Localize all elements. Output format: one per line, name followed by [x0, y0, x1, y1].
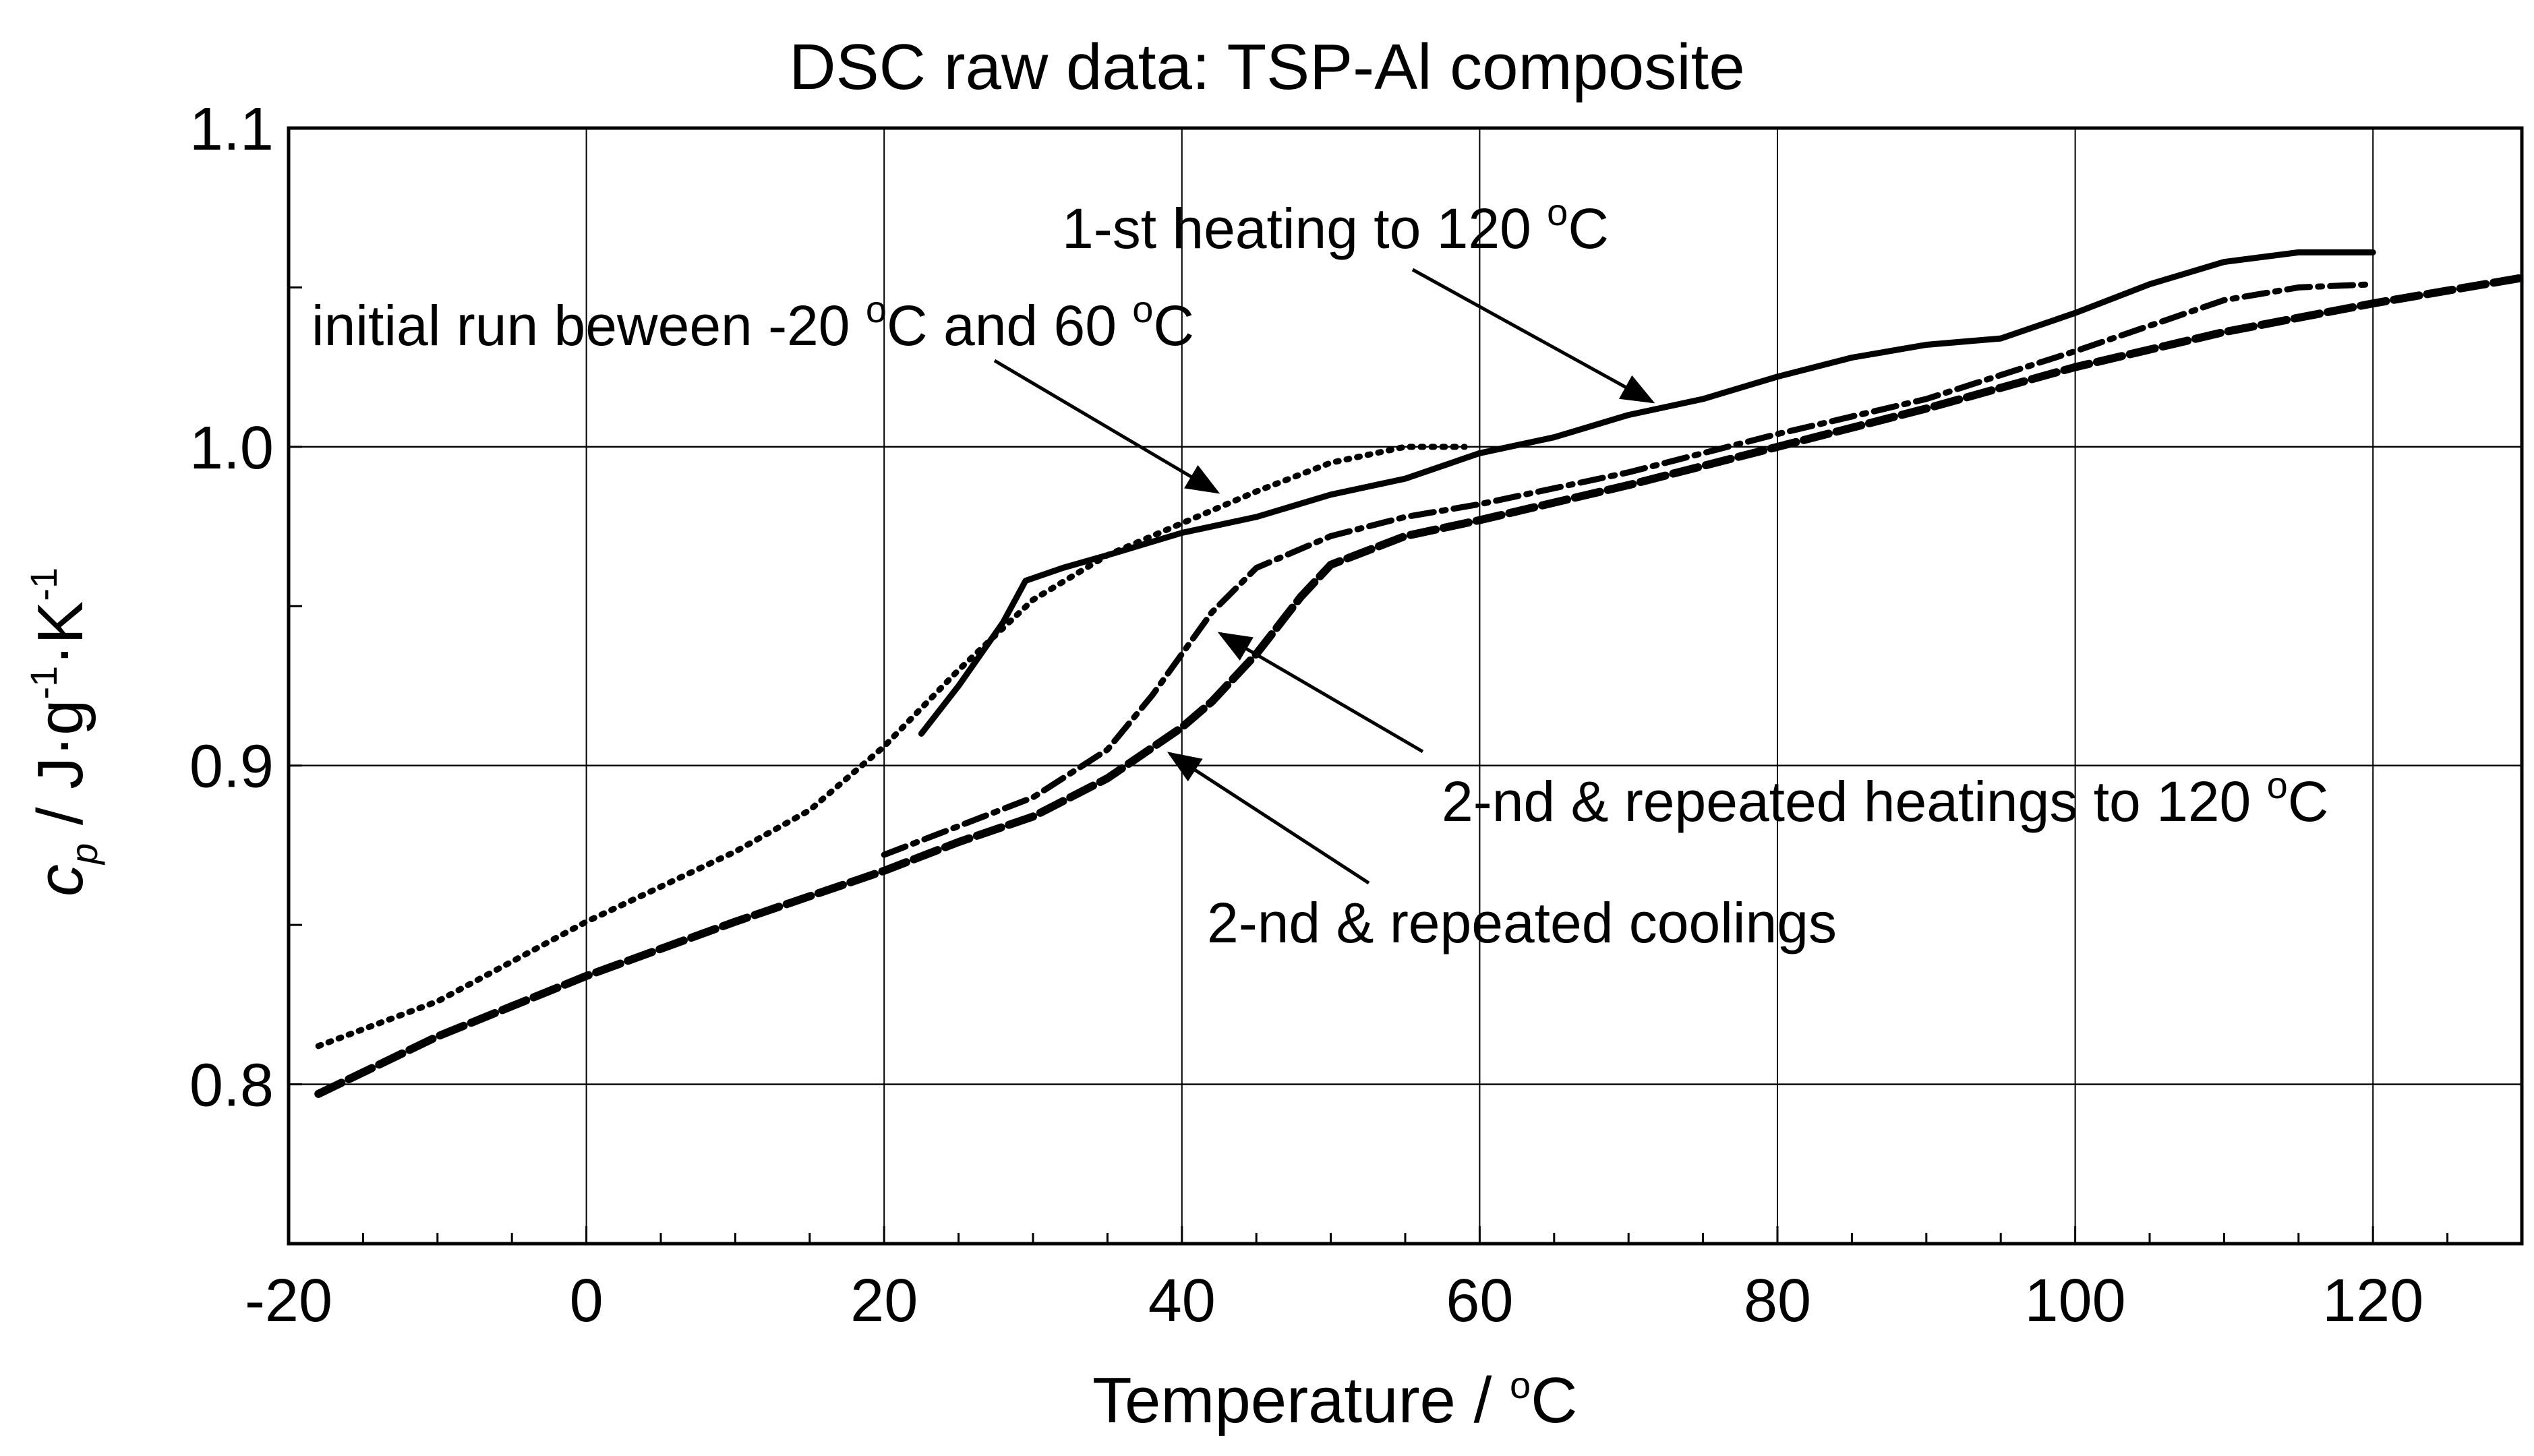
series-line-2 — [881, 281, 2376, 858]
x-tick-labels: -20 0 20 40 60 80 100 120 — [245, 1267, 2423, 1335]
y-axis-title-symbol: c — [24, 864, 96, 897]
x-tick-label: 60 — [1446, 1267, 1513, 1335]
x-tick-label: 120 — [2322, 1267, 2423, 1335]
x-axis-title-degree: o — [1510, 1364, 1531, 1406]
series-layer — [314, 249, 2526, 1098]
arrow-repeated-coolings — [1167, 752, 1370, 885]
annotation-first-heating-text: 1-st heating to 120 — [1062, 197, 1547, 260]
chart-title: DSC raw data: TSP-Al composite — [789, 31, 1744, 103]
annotation-initial-run: initial run beween -20 oC and 60 oC — [312, 288, 1194, 357]
y-tick-label: 0.8 — [189, 1052, 274, 1120]
y-tick-label: 1.0 — [189, 415, 274, 482]
annotation-repeated-heatings: 2-nd & repeated heatings to 120 oC — [1442, 764, 2328, 833]
minor-ticks — [287, 127, 2523, 1245]
annotation-repeated-heatings-unit: C — [2288, 770, 2329, 833]
y-axis-title: cp / J·g-1·K-1 — [22, 568, 105, 897]
annotation-initial-run-degree2: o — [1132, 288, 1153, 330]
x-tick-label: -20 — [245, 1267, 332, 1335]
y-tick-label: 1.1 — [189, 96, 274, 163]
x-tick-label: 0 — [570, 1267, 603, 1335]
x-axis-title-unit: C — [1531, 1364, 1577, 1436]
x-tick-label: 40 — [1148, 1267, 1216, 1335]
x-tick-label: 100 — [2025, 1267, 2126, 1335]
plot-frame — [287, 126, 2524, 1246]
annotation-repeated-coolings: 2-nd & repeated coolings — [1207, 891, 1837, 954]
annotation-first-heating-unit: C — [1568, 197, 1609, 260]
x-axis-title: Temperature / oC — [1092, 1364, 1577, 1436]
x-tick-label: 80 — [1744, 1267, 1811, 1335]
annotation-repeated-heatings-degree: o — [2267, 764, 2288, 806]
arrow-initial-run — [993, 359, 1220, 494]
series-line-3 — [314, 274, 2526, 1098]
y-tick-label: 0.9 — [189, 733, 274, 801]
series-line-1 — [918, 249, 2376, 737]
annotation-repeated-heatings-text: 2-nd & repeated heatings to 120 — [1442, 770, 2267, 833]
annotation-initial-run-mid: C and 60 — [887, 294, 1132, 357]
x-axis-title-main: Temperature / — [1092, 1364, 1510, 1436]
y-axis-title-units: / J·g — [24, 699, 96, 843]
annotation-initial-run-unit: C — [1153, 294, 1194, 357]
y-axis-title-subscript: p — [63, 843, 105, 866]
series-line-0 — [315, 444, 1468, 1050]
annotation-initial-run-degree1: o — [866, 288, 887, 330]
annotation-arrows — [993, 268, 1655, 885]
annotation-first-heating-degree: o — [1547, 191, 1568, 233]
x-tick-label: 20 — [850, 1267, 918, 1335]
y-tick-labels: 0.8 0.9 1.0 1.1 — [189, 96, 274, 1120]
y-axis-title-exp2: -1 — [22, 568, 65, 601]
y-axis-title-exp1: -1 — [22, 666, 65, 700]
y-axis-title-mid: ·K — [24, 601, 96, 666]
annotation-first-heating: 1-st heating to 120 oC — [1062, 191, 1609, 260]
arrow-first-heating — [1411, 268, 1655, 404]
annotation-initial-run-text: initial run beween -20 — [312, 294, 866, 357]
arrow-repeated-heatings — [1217, 632, 1424, 754]
annotation-repeated-coolings-text: 2-nd & repeated coolings — [1207, 891, 1837, 954]
